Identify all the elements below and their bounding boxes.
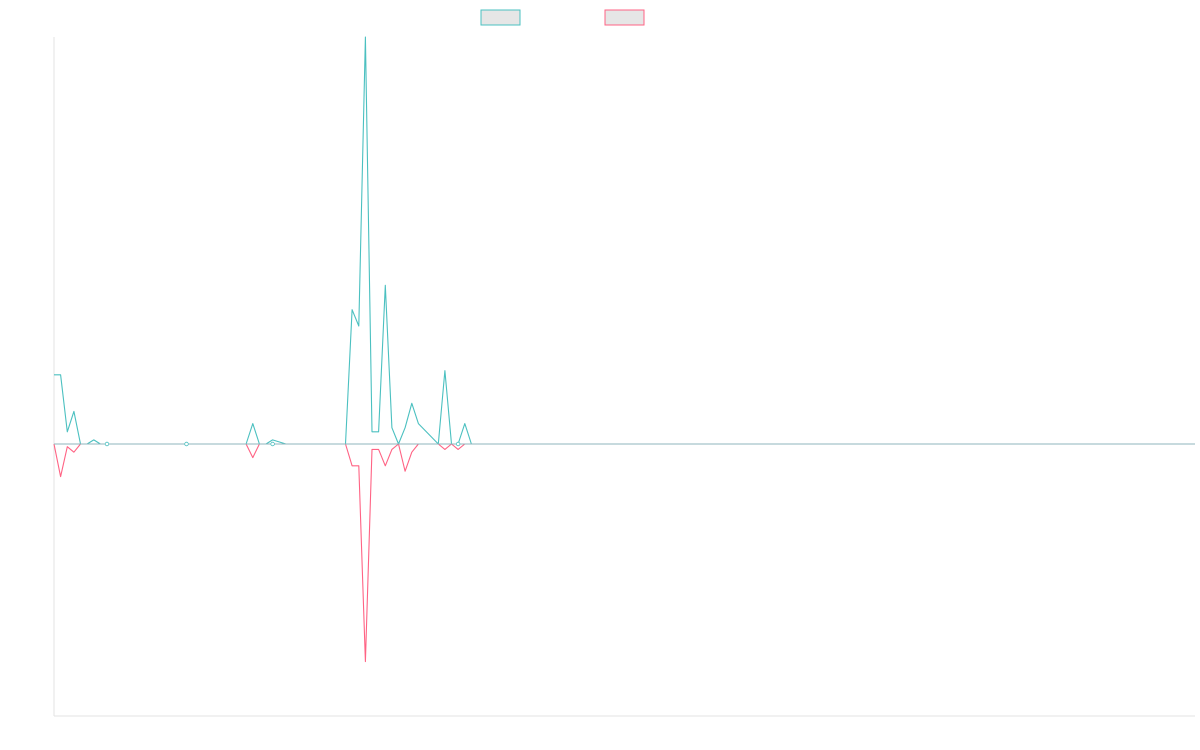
data-point-marker: [184, 441, 189, 447]
legend: [480, 9, 645, 26]
data-point-marker: [270, 441, 275, 447]
series-line-1: [54, 36, 1195, 445]
plot-area: [53, 36, 1195, 717]
data-point-marker: [455, 441, 461, 447]
legend-swatch-series-2[interactable]: [604, 9, 645, 26]
legend-swatch-series-1[interactable]: [480, 9, 521, 26]
data-point-marker: [104, 441, 110, 447]
series-line-2: [53, 443, 1195, 663]
series-group: [53, 36, 1195, 663]
